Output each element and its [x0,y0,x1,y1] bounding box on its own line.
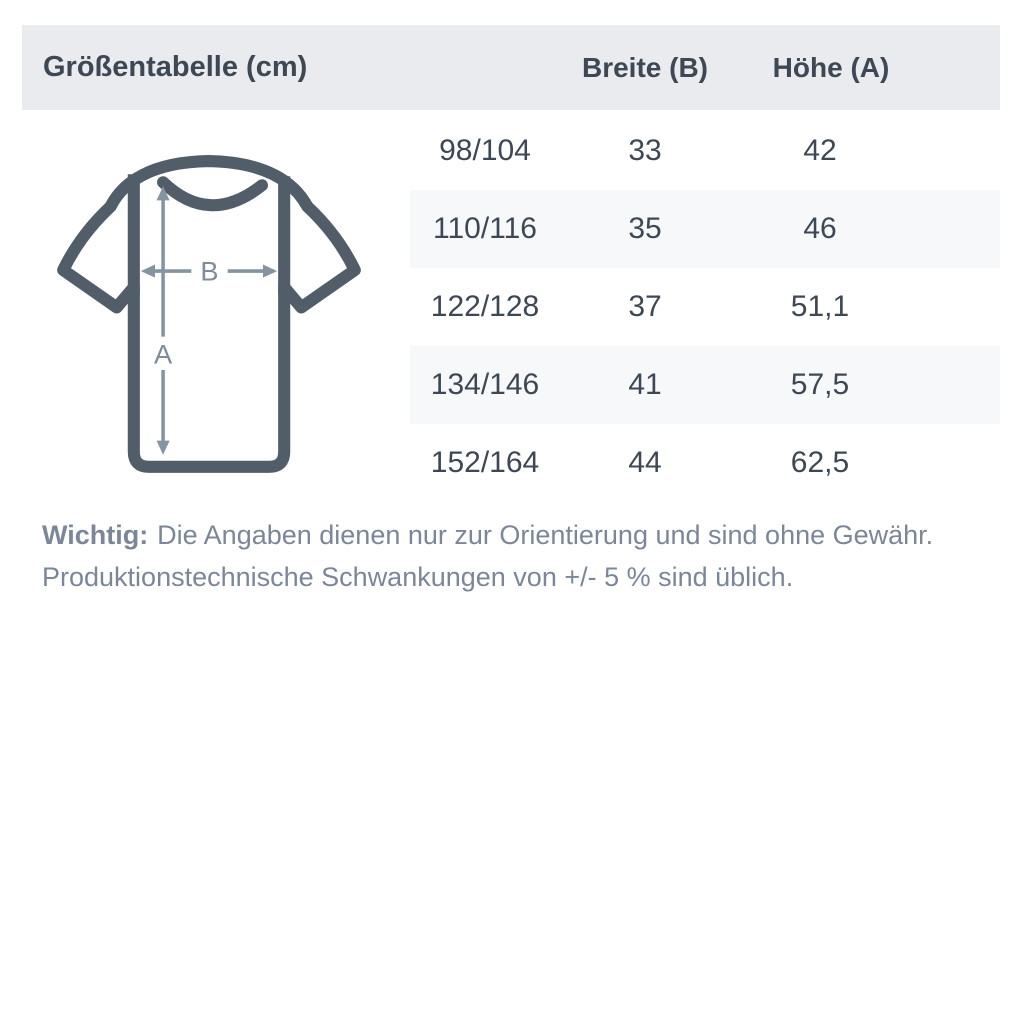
size-cell: 122/128 [430,290,540,323]
height-cell: 62,5 [790,446,850,479]
width-arrow-label: B [200,256,218,287]
size-row: 122/128 37 51,1 [410,268,1000,346]
disclaimer-text: Wichtig: Die Angaben dienen nur zur Orien… [42,514,992,598]
height-cell: 57,5 [790,368,850,401]
height-arrow-label: A [154,338,173,369]
width-arrow [140,264,278,278]
height-arrow [156,186,170,455]
size-row: 98/104 33 42 [410,112,1000,190]
column-header-width: Breite (B) [581,51,708,83]
table-title: Größentabelle (cm) [43,51,308,83]
height-cell: 46 [803,212,837,245]
size-row: 152/164 44 62,5 [410,424,1000,502]
disclaimer-line-2: Produktionstechnische Schwankungen von +… [42,562,794,592]
size-row: 110/116 35 46 [410,190,1000,268]
column-header-height: Höhe (A) [772,51,890,83]
size-cell: 110/116 [433,212,537,245]
size-row: 134/146 41 57,5 [410,346,1000,424]
disclaimer-line-1-text: Die Angaben dienen nur zur Orientierung … [157,520,934,550]
tshirt-collar-outline [157,176,269,212]
size-cell: 98/104 [439,134,531,167]
disclaimer-lead: Wichtig: [42,520,149,550]
width-cell: 41 [628,368,662,401]
tshirt-measurement-diagram: A B [50,152,368,485]
size-cell: 134/146 [430,368,540,401]
tshirt-icon: A B [57,155,361,473]
width-cell: 35 [628,212,662,245]
disclaimer-line-1: Wichtig: Die Angaben dienen nur zur Orien… [42,514,992,556]
size-table-header: Größentabelle (cm) Breite (B) Höhe (A) [22,25,1000,110]
height-cell: 42 [803,134,837,167]
width-cell: 37 [628,290,662,323]
height-cell: 51,1 [790,290,850,323]
width-cell: 44 [628,446,662,479]
size-cell: 152/164 [430,446,540,479]
width-cell: 33 [628,134,662,167]
